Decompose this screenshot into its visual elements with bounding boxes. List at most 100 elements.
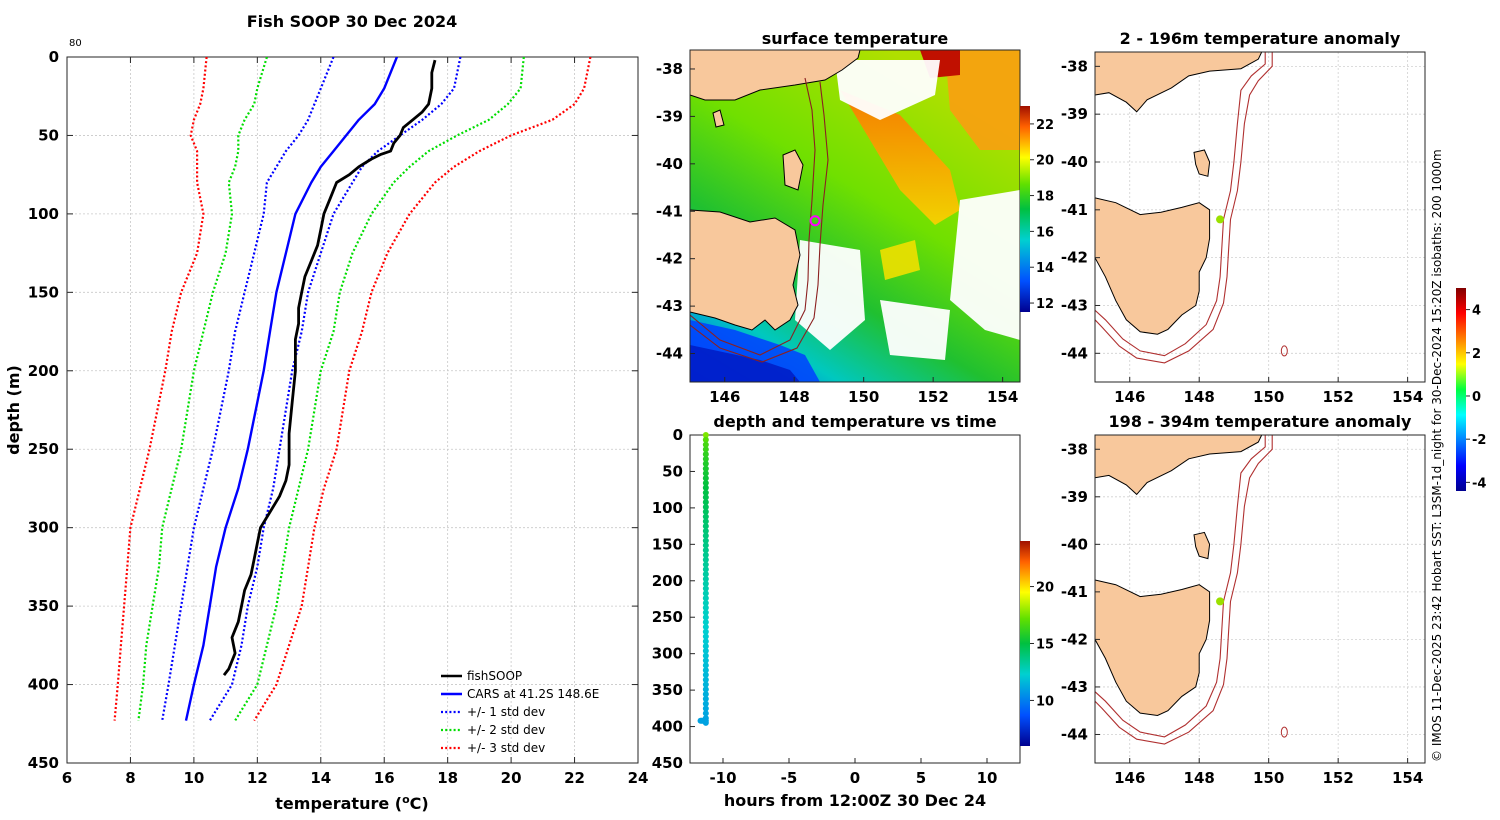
anomaly-colorbar-ticks: 4 2 0 -2 -4	[1466, 304, 1486, 491]
sst-x-tick-label: 148	[779, 388, 810, 406]
anomaly-deep-ticks: 146 148 150 152 154 -38 -39 -40 -41 -42 -43 -44	[1061, 440, 1423, 787]
time-depth-point	[702, 542, 709, 549]
sst-y-tick-label: -43	[656, 297, 683, 315]
profile-y-tick-label: 450	[28, 754, 59, 772]
sst-colorbar-tick-label: 12	[1036, 297, 1054, 312]
profile-x-tick-label: 8	[125, 769, 135, 787]
time-depth-point	[702, 628, 709, 635]
time-depth-point	[702, 604, 709, 611]
legend-entry-label: +/- 3 std dev	[467, 741, 545, 755]
profile-x-tick-label: 6	[62, 769, 72, 787]
anomaly-deep-ship-marker	[1216, 597, 1225, 606]
sst-map-panel: surface temperature 146 148 150 152 154-	[656, 29, 1054, 406]
time-depth-point	[702, 575, 709, 582]
profile-y-tick-label: 250	[28, 440, 59, 458]
legend-entry-label: fishSOOP	[467, 669, 522, 683]
time-depth-point	[702, 571, 709, 578]
time-depth-point	[702, 547, 709, 554]
anomaly-colorbar-tick-label: -4	[1472, 476, 1486, 491]
time-depth-colorbar-tick-label: 10	[1036, 694, 1054, 709]
time-depth-point	[702, 643, 709, 650]
profile-x-tick-label: 24	[628, 769, 649, 787]
profile-y-tick-label: 0	[49, 48, 59, 66]
anomaly-y-tick-label: -44	[1061, 725, 1088, 743]
sst-isobath-1000	[690, 81, 829, 363]
time-depth-x-tick-label: -5	[781, 769, 798, 787]
sst-warm-north	[945, 50, 1020, 150]
legend-entry-label: CARS at 41.2S 148.6E	[467, 687, 599, 701]
time-depth-point	[702, 638, 709, 645]
time-depth-point	[702, 695, 709, 702]
time-depth-x-tick-label: 0	[850, 769, 860, 787]
profile-y-tick-label: 150	[28, 283, 59, 301]
sst-colorbar-ticks: 12 14 16 18 20 22	[1030, 118, 1054, 312]
anomaly-isobath-200	[1095, 435, 1266, 738]
time-depth-point	[702, 717, 709, 724]
profile-line-fishsoop	[222, 59, 437, 676]
time-depth-points	[697, 432, 709, 726]
anomaly-y-tick-label: -40	[1061, 153, 1088, 171]
sst-land-tasmania	[690, 209, 801, 331]
time-depth-point	[702, 513, 709, 520]
time-depth-y-tick-label: 300	[652, 645, 683, 663]
sst-y-tick-label: -44	[656, 345, 683, 363]
anomaly-y-tick-label: -42	[1061, 249, 1088, 267]
anomaly-deep-title: 198 - 394m temperature anomaly	[1109, 412, 1412, 431]
sst-y-tick-label: -38	[656, 60, 683, 78]
profile-xlabel: temperature (oC)	[275, 793, 428, 813]
time-depth-point	[702, 527, 709, 534]
legend-entry-label: +/- 1 std dev	[467, 705, 545, 719]
time-depth-point	[702, 681, 709, 688]
anomaly-x-tick-label: 148	[1184, 769, 1215, 787]
anomaly-y-tick-label: -44	[1061, 344, 1088, 362]
profile-line-cars-2-std	[234, 57, 525, 722]
time-depth-point	[702, 580, 709, 587]
profile-y-tick-label: 400	[28, 676, 59, 694]
time-depth-point	[702, 619, 709, 626]
anomaly-y-tick-label: -41	[1061, 583, 1088, 601]
time-depth-point	[702, 460, 709, 467]
sst-colorbar-tick-label: 14	[1036, 261, 1054, 276]
sst-colorbar-tick-label: 16	[1036, 225, 1054, 240]
time-depth-point	[702, 700, 709, 707]
anomaly-deep-panel: 198 - 394m temperature anomaly 146 148 150…	[1061, 412, 1426, 787]
sst-land-victoria	[690, 50, 861, 101]
time-depth-point	[702, 657, 709, 664]
anomaly-land-victoria	[1095, 435, 1263, 496]
profile-x-tick-label: 14	[310, 769, 331, 787]
time-depth-point	[702, 551, 709, 558]
anomaly-y-tick-label: -38	[1061, 440, 1088, 458]
sst-cloud-2	[950, 190, 1020, 340]
time-depth-x-tick-label: -10	[709, 769, 736, 787]
time-depth-x-tick-label: 5	[916, 769, 926, 787]
time-depth-point	[702, 494, 709, 501]
time-depth-point	[702, 532, 709, 539]
time-depth-point	[702, 503, 709, 510]
anomaly-x-tick-label: 154	[1392, 769, 1423, 787]
anomaly-land-flinders-island	[1193, 531, 1211, 560]
time-depth-y-tick-label: 200	[652, 572, 683, 590]
time-depth-point	[702, 590, 709, 597]
profile-corner-label: 80	[69, 38, 82, 49]
profile-axes-box	[66, 56, 639, 764]
time-depth-point	[702, 465, 709, 472]
sst-title: surface temperature	[762, 29, 949, 48]
anomaly-y-tick-label: -39	[1061, 105, 1088, 123]
anomaly-y-tick-label: -38	[1061, 57, 1088, 75]
sst-warm-filament	[840, 90, 960, 225]
time-depth-point	[702, 710, 709, 717]
time-depth-colorbar	[1020, 541, 1030, 746]
anomaly-land-tasmania	[1095, 579, 1211, 717]
time-depth-y-tick-label: 450	[652, 754, 683, 772]
anomaly-land-tasmania	[1095, 197, 1211, 335]
time-depth-colorbar-ticks: 10 15 20	[1030, 581, 1054, 709]
time-depth-title: depth and temperature vs time	[713, 412, 996, 431]
anomaly-shallow-title: 2 - 196m temperature anomaly	[1120, 29, 1401, 48]
legend-entry-label: +/- 2 std dev	[467, 723, 545, 737]
anomaly-colorbar-tick-label: 2	[1472, 347, 1481, 362]
anomaly-y-tick-label: -42	[1061, 630, 1088, 648]
time-depth-point	[702, 609, 709, 616]
profile-x-ticks: 6 8 10 12 14 16 18 20 22 24	[62, 57, 649, 787]
sst-y-tick-label: -40	[656, 155, 683, 173]
